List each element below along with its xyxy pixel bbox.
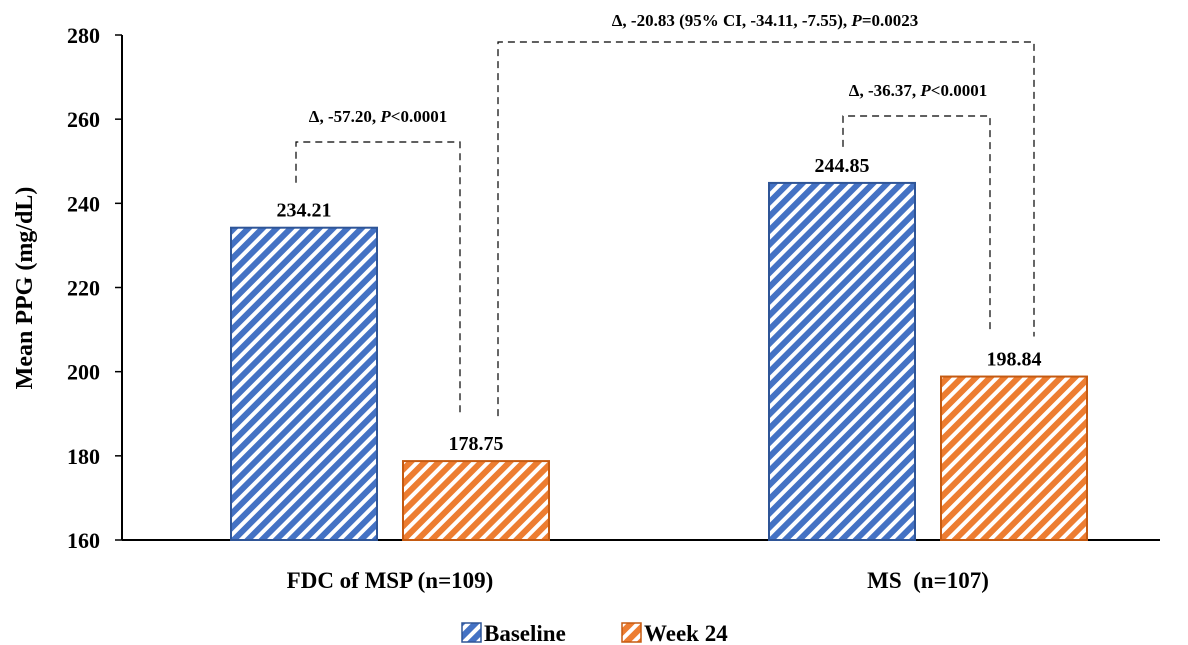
bracket-fdc xyxy=(295,141,461,414)
data-labels: 234.21 244.85 178.75 198.84 xyxy=(277,155,1042,455)
legend-label-baseline: Baseline xyxy=(484,621,566,645)
bars xyxy=(230,181,1088,541)
bar-week24-ms xyxy=(940,375,1088,541)
y-tick-label: 180 xyxy=(67,444,100,469)
data-label: 234.21 xyxy=(277,200,332,222)
bracket-ms xyxy=(842,115,991,333)
bracket-between xyxy=(497,41,1035,417)
y-tick-label: 200 xyxy=(67,360,100,385)
annotations: Δ, -57.20, P<0.0001 Δ, -36.37, P<0.0001 Δ,… xyxy=(295,11,1035,417)
bar-week24-fdc xyxy=(402,460,550,541)
data-label: 178.75 xyxy=(449,433,504,455)
x-category-label: MS (n=107) xyxy=(867,568,989,593)
annotation-ms: Δ, -36.37, P<0.0001 xyxy=(849,81,987,100)
data-label: 198.84 xyxy=(987,349,1042,371)
y-tick-label: 160 xyxy=(67,528,100,553)
y-axis: 160 180 200 220 240 260 280 xyxy=(67,23,123,553)
x-category-label: FDC of MSP (n=109) xyxy=(287,568,494,593)
y-axis-label: Mean PPG (mg/dL) xyxy=(12,187,38,390)
category-labels: FDC of MSP (n=109) MS (n=107) xyxy=(287,568,989,593)
legend-swatch-baseline xyxy=(461,622,482,643)
legend: Baseline Week 24 xyxy=(461,621,728,645)
bar-baseline-ms xyxy=(768,181,916,541)
y-tick-label: 220 xyxy=(67,276,100,301)
y-tick-label: 280 xyxy=(67,23,100,48)
annotation-fdc: Δ, -57.20, P<0.0001 xyxy=(309,107,447,126)
bar-baseline-fdc xyxy=(230,226,378,541)
legend-swatch-week24 xyxy=(621,622,642,643)
annotation-between: Δ, -20.83 (95% CI, -34.11, -7.55), P=0.0… xyxy=(612,11,919,30)
y-tick-label: 240 xyxy=(67,191,100,216)
data-label: 244.85 xyxy=(815,155,870,177)
legend-label-week24: Week 24 xyxy=(644,621,728,645)
y-tick-label: 260 xyxy=(67,107,100,132)
